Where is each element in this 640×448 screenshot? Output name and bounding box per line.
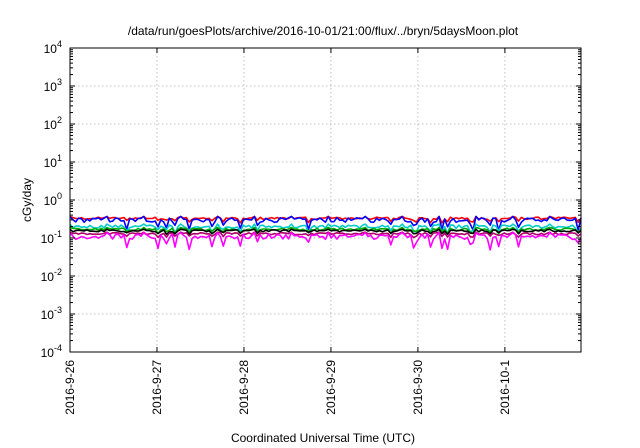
y-tick-label: 102 <box>44 115 62 132</box>
series-line <box>69 228 582 236</box>
series-layer <box>69 215 582 251</box>
ticks <box>69 47 581 353</box>
y-tick-label: 10-3 <box>41 305 62 322</box>
y-tick-label: 101 <box>44 153 62 170</box>
chart-title: /data/run/goesPlots/archive/2016-10-01/2… <box>128 24 519 38</box>
y-axis-title: cGy/day <box>20 178 34 222</box>
y-tick-label: 103 <box>44 77 62 94</box>
y-tick-labels: 10-4 10-3 10-2 10-1 100 101 102 103 104 <box>41 39 62 360</box>
x-tick-label: 2016-9-30 <box>411 360 425 415</box>
series-line <box>69 231 582 239</box>
y-tick-label: 100 <box>44 191 62 208</box>
x-tick-label: 2016-9-28 <box>237 360 251 415</box>
x-tick-label: 2016-9-29 <box>324 360 338 415</box>
grid <box>70 48 581 352</box>
x-tick-label: 2016-9-26 <box>63 360 77 415</box>
y-tick-label: 10-4 <box>41 343 62 360</box>
series-line <box>69 223 582 235</box>
x-tick-label: 2016-9-27 <box>150 360 164 415</box>
x-tick-label: 2016-10-1 <box>498 360 512 415</box>
x-axis-title: Coordinated Universal Time (UTC) <box>231 431 415 445</box>
y-tick-label: 10-2 <box>41 267 62 284</box>
series-line <box>69 231 582 251</box>
series-line <box>69 215 582 232</box>
y-tick-label: 10-1 <box>41 229 62 246</box>
y-tick-label: 104 <box>44 39 62 56</box>
x-tick-labels: 2016-9-26 2016-9-27 2016-9-28 2016-9-29 2016… <box>63 360 512 415</box>
